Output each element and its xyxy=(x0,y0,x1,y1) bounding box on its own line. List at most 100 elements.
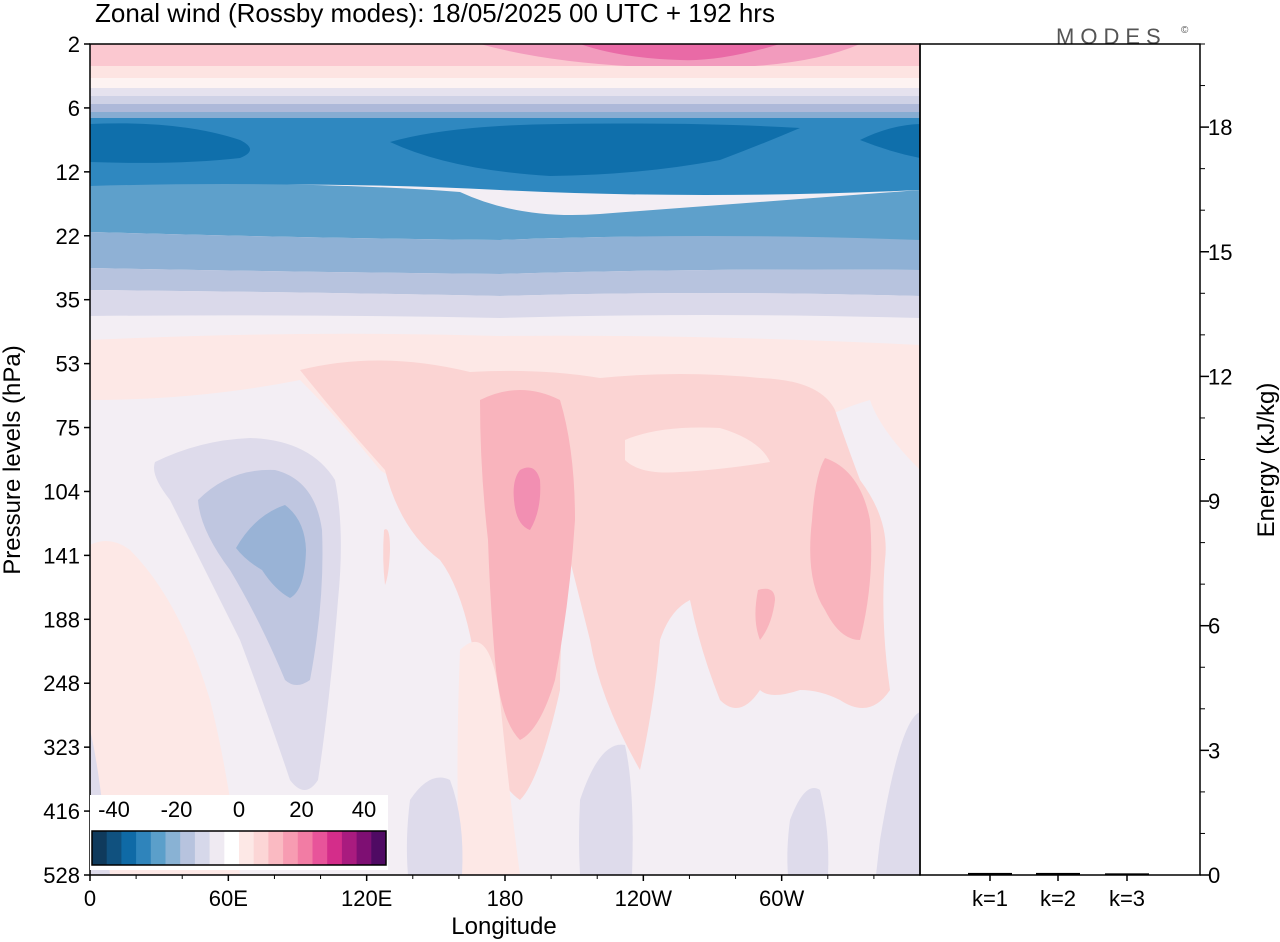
colorbar-swatch xyxy=(268,831,284,865)
energy-bar xyxy=(1105,873,1149,875)
colorbar-swatch xyxy=(150,831,166,865)
energy-bars: k=1 k=2 k=3 xyxy=(968,872,1149,911)
region-light-pink-left xyxy=(90,541,240,875)
colorbar-label: 40 xyxy=(352,797,376,822)
colorbar-swatch xyxy=(371,831,387,865)
x-tick-label: 120E xyxy=(341,886,392,911)
contour-field xyxy=(90,44,920,875)
y-tick-label: 323 xyxy=(43,735,80,760)
region-neg-core xyxy=(236,505,306,598)
band-blue-1 xyxy=(90,112,920,120)
colorbar-swatch xyxy=(312,831,328,865)
band-blue-3 xyxy=(90,232,920,274)
colorbar-label: -20 xyxy=(161,797,193,822)
band-lav-2 xyxy=(90,96,920,104)
region-pink-mid-1 xyxy=(480,390,575,740)
y-tick-label: 22 xyxy=(56,224,80,249)
energy-category-label: k=3 xyxy=(1109,886,1145,911)
colorbar: -40 -20 0 20 40 xyxy=(90,795,388,870)
colorbar-swatch xyxy=(253,831,269,865)
colorbar-swatch xyxy=(165,831,181,865)
colorbar-label: 0 xyxy=(233,797,245,822)
region-pink-broad xyxy=(300,360,890,800)
y-tick-label: 53 xyxy=(56,352,80,377)
y-tick-label: 248 xyxy=(43,671,80,696)
y-tick-label: 12 xyxy=(56,160,80,185)
band-lav-4 xyxy=(90,268,920,296)
energy-tick-label: 18 xyxy=(1208,115,1232,140)
energy-tick-label: 9 xyxy=(1208,489,1220,514)
y-tick-label: 75 xyxy=(56,416,80,441)
band-blue-dark-left xyxy=(90,123,250,163)
colorbar-swatch xyxy=(106,831,122,865)
colorbar-swatch xyxy=(327,831,343,865)
x-tick-label: 0 xyxy=(84,886,96,911)
energy-tick-label: 12 xyxy=(1208,364,1232,389)
y-tick-label: 35 xyxy=(56,288,80,313)
y-tick-label: 6 xyxy=(68,96,80,121)
energy-tick-label: 3 xyxy=(1208,738,1220,763)
y-tick-label: 528 xyxy=(43,863,80,888)
x-tick-label: 60E xyxy=(209,886,248,911)
x-tick-label: 60W xyxy=(759,886,804,911)
colorbar-swatch xyxy=(239,831,255,865)
y-tick-label: 104 xyxy=(43,479,80,504)
band-top-magenta-core xyxy=(580,44,780,61)
x-tick-label: 120W xyxy=(615,886,673,911)
energy-bar xyxy=(1036,872,1080,875)
energy-category-label: k=1 xyxy=(972,886,1008,911)
band-blue-dark-right xyxy=(860,124,920,158)
region-pink-mid-2 xyxy=(810,458,872,640)
energy-bar xyxy=(968,872,1012,875)
band-blue-dark-center xyxy=(390,123,800,176)
colorbar-swatch xyxy=(209,831,225,865)
colorbar-swatch xyxy=(92,831,108,865)
y-tick-label: 416 xyxy=(43,799,80,824)
colorbar-frame xyxy=(91,830,387,866)
region-white-pocket xyxy=(625,427,770,473)
energy-category-label: k=2 xyxy=(1040,886,1076,911)
y-tick-label: 188 xyxy=(43,607,80,632)
region-pink-sliver xyxy=(383,529,390,585)
energy-axis: 0 3 6 9 12 15 18 xyxy=(1200,43,1232,888)
colorbar-label: -40 xyxy=(98,797,130,822)
colorbar-swatch xyxy=(180,831,196,865)
colorbar-swatch xyxy=(121,831,137,865)
x-tick-label: 180 xyxy=(487,886,524,911)
region-pink-mid-3 xyxy=(755,588,775,640)
region-light-pink-center xyxy=(457,641,520,875)
brand-logo: MODES xyxy=(1056,24,1167,49)
band-blue-2 xyxy=(90,184,920,242)
colorbar-swatch xyxy=(297,831,313,865)
energy-panel-frame xyxy=(919,43,1201,876)
region-lav-low-4 xyxy=(876,712,920,875)
y-axis-label: Pressure levels (hPa) xyxy=(0,345,26,574)
colorbar-swatch xyxy=(224,831,240,865)
longitude-axis: 0 60E 120E 180 120W 60W xyxy=(84,875,875,911)
band-white xyxy=(90,78,920,88)
pressure-axis: 2 6 12 22 35 53 75 104 141 188 248 323 416 528 xyxy=(43,32,90,888)
energy-tick-label: 0 xyxy=(1208,863,1220,888)
brand-mark: © xyxy=(1181,25,1189,36)
band-lav-1 xyxy=(90,88,920,96)
colorbar-label: 20 xyxy=(289,797,313,822)
y-tick-label: 2 xyxy=(68,32,80,57)
band-light-pink xyxy=(90,66,920,80)
band-lav-3 xyxy=(90,104,920,112)
colorbar-swatch xyxy=(194,831,211,865)
colorbar-swatch xyxy=(341,831,358,865)
colorbar-swatch xyxy=(136,831,152,865)
energy-tick-label: 6 xyxy=(1208,614,1220,639)
energy-tick-label: 15 xyxy=(1208,240,1232,265)
chart-title: Zonal wind (Rossby modes): 18/05/2025 00… xyxy=(95,0,775,28)
x-axis-label: Longitude xyxy=(451,913,556,940)
region-lav-low-1 xyxy=(406,777,463,875)
colorbar-swatch xyxy=(356,831,372,865)
region-lav-low-2 xyxy=(579,744,633,875)
energy-axis-label: Energy (kJ/kg) xyxy=(1253,383,1280,538)
band-lav-5 xyxy=(90,290,920,318)
colorbar-swatch xyxy=(283,831,299,865)
y-tick-label: 141 xyxy=(43,543,80,568)
region-pink-core xyxy=(513,467,541,530)
